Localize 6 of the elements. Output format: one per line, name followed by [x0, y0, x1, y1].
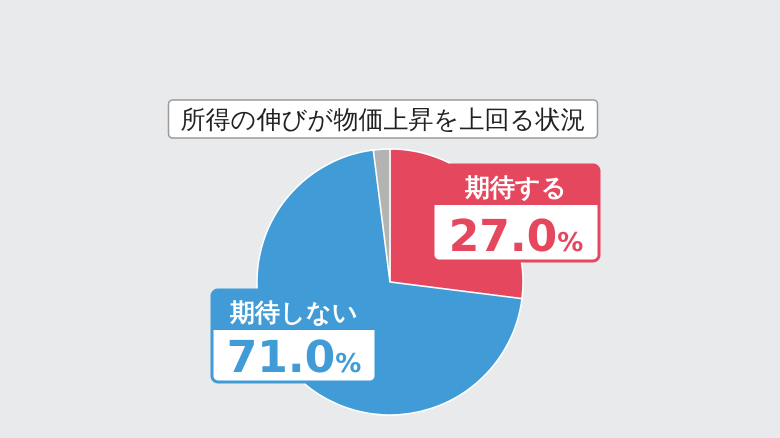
data-label: 71.0%: [226, 332, 362, 383]
chart-title: 所得の伸びが物価上昇を上回る状況: [180, 105, 586, 134]
title: 所得の伸びが物価上昇を上回る状況: [168, 99, 598, 139]
slice-label: 期待する: [464, 173, 567, 202]
data-label: 27.0%: [448, 211, 584, 262]
slice-label: 期待しない: [229, 298, 358, 327]
